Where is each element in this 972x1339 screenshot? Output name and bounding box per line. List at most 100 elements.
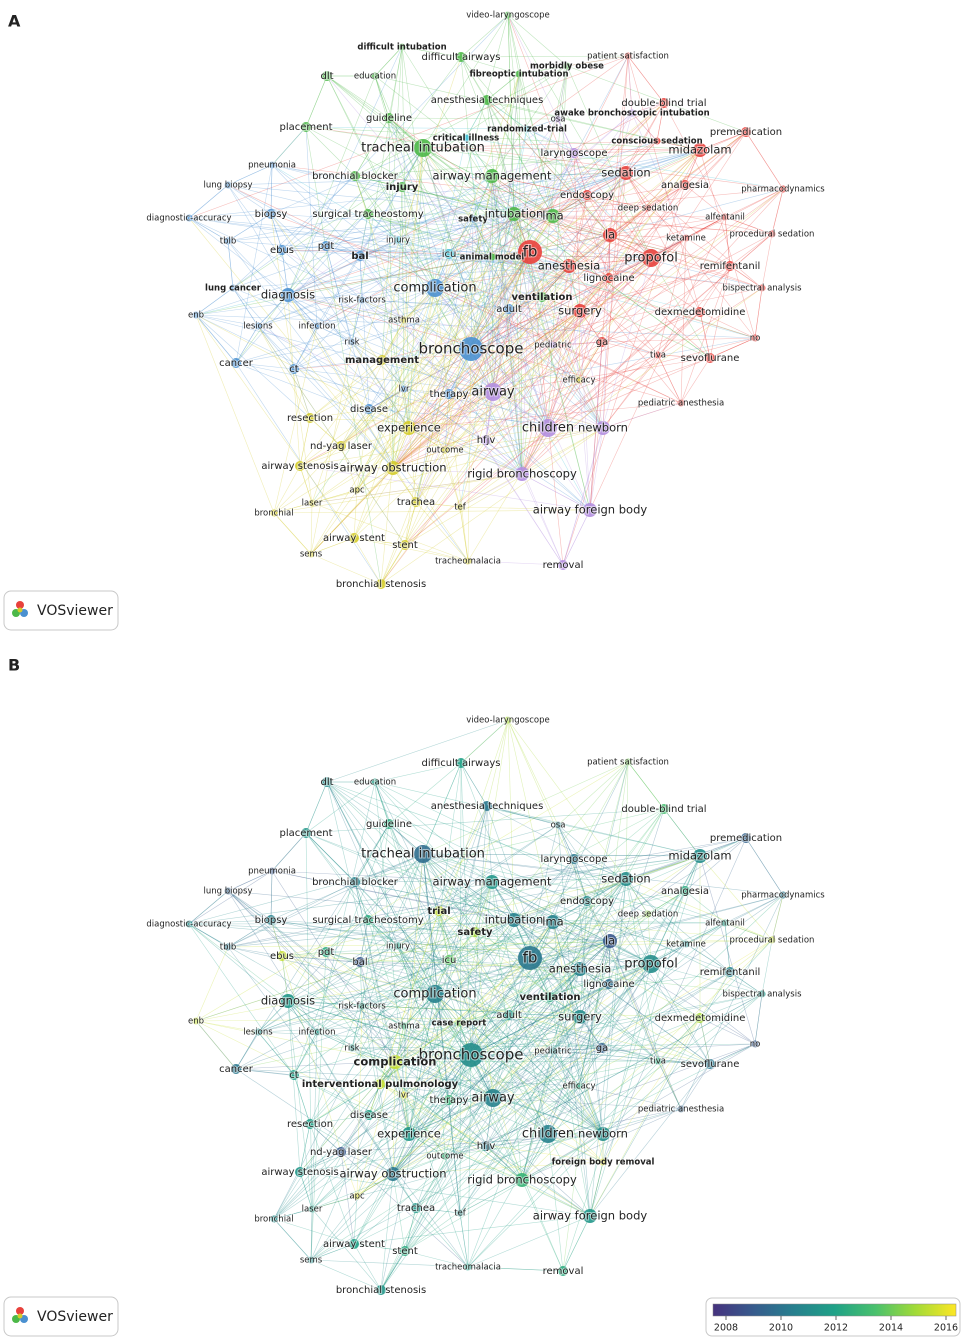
node [277,951,287,961]
edge [709,1043,756,1065]
edge [460,56,488,101]
node [563,62,571,70]
colorbar-tick-label: 2012 [824,1323,848,1334]
edge [467,1133,604,1268]
node [231,358,241,368]
edge [305,126,701,151]
edge [589,878,627,1217]
edge [438,881,493,912]
edge [699,971,731,1019]
edge [529,957,659,1062]
edge [392,137,467,469]
node [485,169,499,183]
edge [235,919,515,1070]
nodes [185,11,787,1295]
edge [287,294,318,327]
edge [573,858,604,1135]
node-label: tracheomalacia [435,557,501,567]
node [289,1070,299,1080]
edge [579,878,627,970]
edge [552,1047,603,1052]
node [693,143,707,157]
edge [699,1017,756,1045]
edge [685,922,726,945]
edge [526,128,575,154]
edge [404,251,531,546]
node-label: airway [471,385,515,400]
edge [557,824,731,973]
edge [359,961,394,1175]
edge [310,1031,318,1261]
node-label: patient satisfaction [587,52,669,62]
edge [521,1179,564,1272]
colorbar-tick-label: 2014 [879,1323,903,1334]
edge [227,890,494,1099]
edge [459,762,462,1214]
node [301,122,311,132]
node-label: ebus [270,245,294,256]
edge [361,823,390,1007]
node-label: remifentanil [700,967,761,978]
node [603,934,617,948]
edge [562,427,604,566]
edge [485,1145,523,1181]
edge [434,287,604,429]
edge [625,172,756,339]
edge [392,1014,510,1175]
edge [724,922,773,941]
edge [305,126,382,585]
edge [388,46,403,119]
edge [354,881,554,923]
edge [408,1047,603,1135]
edge [403,102,665,321]
edge [415,968,581,1209]
edge [529,761,629,959]
edge [287,1000,581,1018]
edge [434,993,659,1062]
edge [460,762,488,807]
edge [353,257,652,539]
node-label: trachea [397,1203,435,1214]
edge [415,348,472,503]
node [642,249,660,267]
edge [227,164,273,186]
edge [513,188,784,215]
node [659,98,669,108]
edge [729,265,763,289]
edge [316,287,436,327]
node [441,1152,449,1160]
node-label: hfjv [477,435,496,446]
edge [404,894,784,1252]
edge [227,890,554,923]
edge [526,118,559,130]
edge [188,923,494,1099]
edge [188,55,629,219]
node [677,1105,685,1113]
edge [374,781,649,915]
edge [374,46,403,77]
node-label: dexmedetomidine [655,1013,746,1024]
edge [281,249,604,429]
node-label: foreign body removal [552,1158,655,1168]
edge [227,890,396,1063]
edge [492,1097,682,1110]
edge [438,910,476,933]
edge [195,314,756,339]
edge [403,319,549,429]
edge [287,1000,313,1210]
edge [486,73,520,101]
edge [526,118,559,130]
node-label: pediatric [534,1047,572,1057]
node [504,716,512,724]
node-label: risk-factors [338,1002,386,1012]
node-label: pdt [318,241,335,252]
node [376,579,386,589]
edge [359,919,369,963]
node [363,209,373,219]
edge [448,253,604,429]
edge [459,1179,523,1214]
edge [397,945,523,1181]
edge [273,1218,355,1245]
edge [408,983,610,1135]
node [266,209,276,219]
